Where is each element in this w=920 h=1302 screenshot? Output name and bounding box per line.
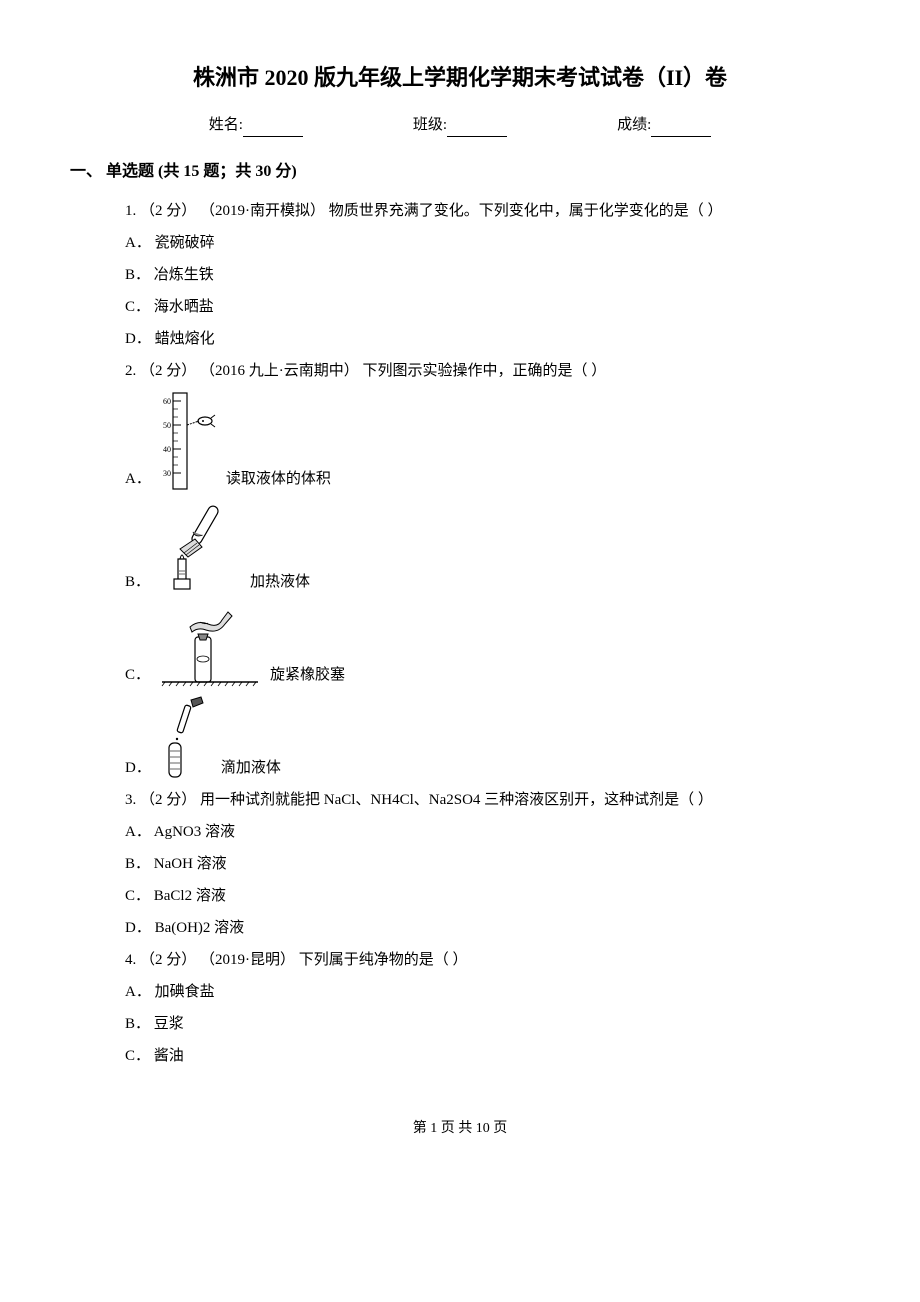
score-label: 成绩:: [617, 117, 651, 133]
q3-option-c: C． BaCl2 溶液: [125, 884, 850, 908]
q4-option-c: C． 酱油: [125, 1044, 850, 1068]
svg-text:40: 40: [163, 445, 171, 454]
class-blank: [447, 136, 507, 137]
q2-d-prefix: D．: [125, 756, 151, 780]
name-field: 姓名:: [209, 113, 303, 137]
svg-text:50: 50: [163, 421, 171, 430]
q3-option-d: D． Ba(OH)2 溶液: [125, 916, 850, 940]
q2-d-suffix: 滴加液体: [221, 756, 281, 780]
class-field: 班级:: [413, 113, 507, 137]
question-1: 1. （2 分） （2019·南开模拟） 物质世界充满了变化。下列变化中，属于化…: [125, 199, 850, 223]
section-1-header: 一、 单选题 (共 15 题；共 30 分): [70, 159, 850, 185]
svg-text:30: 30: [163, 469, 171, 478]
svg-text:60: 60: [163, 397, 171, 406]
score-blank: [651, 136, 711, 137]
q2-a-prefix: A．: [125, 467, 151, 491]
q2-a-suffix: 读取液体的体积: [226, 467, 331, 491]
question-2: 2. （2 分） （2016 九上·云南期中） 下列图示实验操作中，正确的是（ …: [125, 359, 850, 383]
question-4: 4. （2 分） （2019·昆明） 下列属于纯净物的是（ ）: [125, 948, 850, 972]
q2-c-prefix: C．: [125, 663, 150, 687]
graduated-cylinder-icon: 60 50 40 30: [161, 391, 216, 491]
q1-option-c: C． 海水晒盐: [125, 295, 850, 319]
name-label: 姓名:: [209, 117, 243, 133]
question-3: 3. （2 分） 用一种试剂就能把 NaCl、NH4Cl、Na2SO4 三种溶液…: [125, 788, 850, 812]
q2-b-suffix: 加热液体: [250, 570, 310, 594]
name-blank: [243, 136, 303, 137]
q4-option-a: A． 加碘食盐: [125, 980, 850, 1004]
q3-option-a: A． AgNO3 溶液: [125, 820, 850, 844]
q1-option-b: B． 冶炼生铁: [125, 263, 850, 287]
exam-title: 株洲市 2020 版九年级上学期化学期末考试试卷（II）卷: [70, 60, 850, 95]
q2-c-suffix: 旋紧橡胶塞: [270, 663, 345, 687]
page-footer: 第 1 页 共 10 页: [70, 1118, 850, 1140]
heating-liquid-icon: [160, 499, 240, 594]
q2-option-a: A． 60 50 40 30 读取液体的体积: [125, 391, 850, 491]
q1-option-d: D． 蜡烛熔化: [125, 327, 850, 351]
class-label: 班级:: [413, 117, 447, 133]
rubber-stopper-icon: [160, 602, 260, 687]
score-field: 成绩:: [617, 113, 711, 137]
q1-option-a: A． 瓷碗破碎: [125, 231, 850, 255]
q2-option-c: C． 旋紧橡胶塞: [125, 602, 850, 687]
q2-option-b: B． 加热液体: [125, 499, 850, 594]
q4-option-b: B． 豆浆: [125, 1012, 850, 1036]
dropping-liquid-icon: [161, 695, 211, 780]
q3-option-b: B． NaOH 溶液: [125, 852, 850, 876]
q2-b-prefix: B．: [125, 570, 150, 594]
q2-option-d: D． 滴加液体: [125, 695, 850, 780]
header-fields: 姓名: 班级: 成绩:: [70, 113, 850, 137]
